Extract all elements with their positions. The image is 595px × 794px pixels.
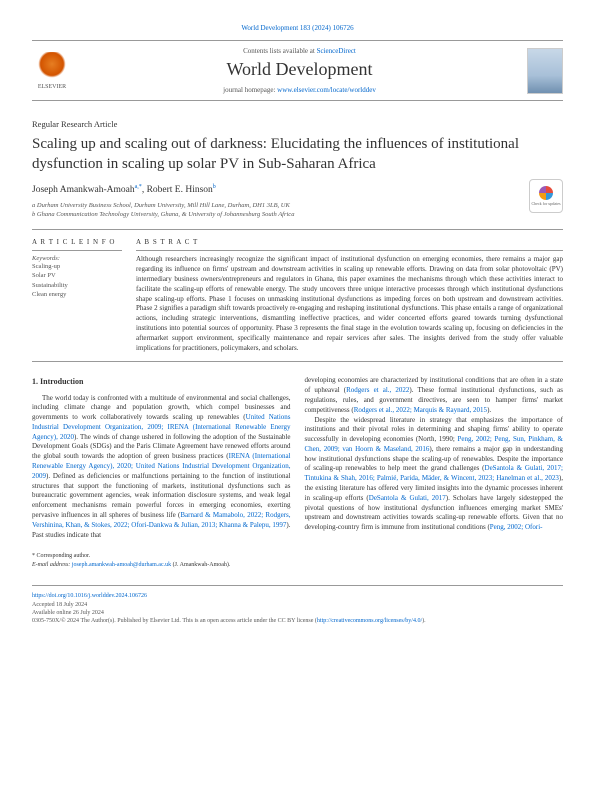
section-1-heading: 1. Introduction [32,376,291,387]
copyright-line: 0305-750X/© 2024 The Author(s). Publishe… [32,617,563,625]
divider [32,250,122,251]
abstract-section: A B S T R A C T Although researchers inc… [136,238,563,353]
homepage-line: journal homepage: www.elsevier.com/locat… [72,86,527,94]
keywords-list: Scaling-up Solar PV Sustainability Clean… [32,262,122,298]
homepage-link[interactable]: www.elsevier.com/locate/worlddev [277,86,376,94]
check-updates-badge[interactable]: Check for updates [529,179,563,213]
article-info-heading: A R T I C L E I N F O [32,238,122,246]
footer: https://doi.org/10.1016/j.worlddev.2024.… [32,585,563,626]
contents-line: Contents lists available at ScienceDirec… [72,47,527,55]
citation-link[interactable]: DeSantola & Gulati, 2017 [369,494,446,502]
top-citation: World Development 183 (2024) 106726 [32,24,563,32]
abstract-heading: A B S T R A C T [136,238,563,246]
article-type: Regular Research Article [32,119,563,129]
keywords-label: Keywords: [32,255,122,262]
journal-cover-thumbnail [527,48,563,94]
affiliations: a Durham University Business School, Dur… [32,201,563,219]
elsevier-tree-icon [38,52,66,82]
paragraph: The world today is confronted with a mul… [32,394,291,541]
article-title: Scaling up and scaling out of darkness: … [32,135,563,174]
check-updates-label: Check for updates [531,202,560,206]
citation-link[interactable]: Peng, 2002; Ofori- [490,523,543,531]
article-info-sidebar: A R T I C L E I N F O Keywords: Scaling-… [32,238,122,353]
accepted-date: Accepted 18 July 2024 [32,601,563,609]
check-updates-icon [539,186,553,200]
authors: Joseph Amankwah-Amoaha,*, Robert E. Hins… [32,184,563,195]
corresponding-author-note: * Corresponding author. E-mail address: … [32,552,563,569]
doi-link[interactable]: https://doi.org/10.1016/j.worlddev.2024.… [32,593,147,599]
author-email-link[interactable]: joseph.amankwah-amoah@durham.ac.uk [72,562,171,568]
divider [32,229,563,230]
publisher-name: ELSEVIER [38,84,66,90]
online-date: Available online 26 July 2024 [32,609,563,617]
journal-name: World Development [72,59,527,80]
citation-link[interactable]: Rodgers et al., 2022 [346,386,409,394]
divider [32,361,563,362]
cc-license-link[interactable]: http://creativecommons.org/licenses/by/4… [317,618,422,624]
journal-header: ELSEVIER Contents lists available at Sci… [32,40,563,101]
body-columns: 1. Introduction The world today is confr… [32,376,563,540]
column-right: developing economies are characterized b… [305,376,564,540]
sciencedirect-link[interactable]: ScienceDirect [317,47,356,55]
paragraph: Despite the widespread literature in str… [305,416,564,534]
citation-link[interactable]: Rodgers et al., 2022; Marquis & Raynard,… [354,406,487,414]
column-left: 1. Introduction The world today is confr… [32,376,291,540]
divider [136,250,563,251]
paragraph: developing economies are characterized b… [305,376,564,415]
elsevier-logo: ELSEVIER [32,49,72,93]
abstract-text: Although researchers increasingly recogn… [136,255,563,353]
